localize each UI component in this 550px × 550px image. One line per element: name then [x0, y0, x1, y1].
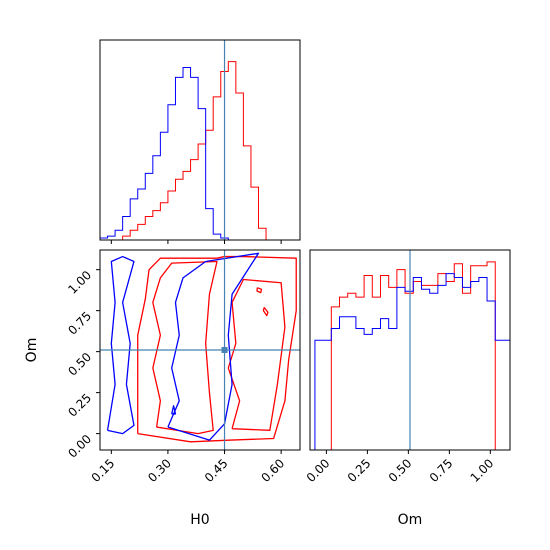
om-hist-frame: [309, 249, 511, 451]
y-axis-label-om: Om: [24, 338, 40, 363]
contour-series_b-2: [171, 405, 177, 415]
x-axis-label-h0: H0: [190, 512, 209, 528]
om-xtick-label-3: 0.75: [427, 456, 456, 485]
contour-series_a-4: [262, 306, 269, 317]
om-xtick-label-0: 0.00: [304, 456, 333, 485]
om-xtick-label-4: 1.00: [468, 456, 497, 485]
contour-truth-marker: [221, 347, 228, 353]
contour-ytick-label-1: 0.25: [65, 391, 94, 420]
contour-xtick-label-1: 0.30: [145, 456, 174, 485]
contour-xtick-label-3: 0.60: [258, 456, 287, 485]
om-xtick-label-1: 0.25: [345, 456, 374, 485]
contour-ytick-label-4: 1.00: [65, 268, 94, 297]
om-hist-series-b: [314, 273, 510, 450]
contour-xtick-label-0: 0.15: [89, 456, 118, 485]
contour-frame: [99, 249, 301, 451]
h0-hist-series-a: [100, 61, 267, 240]
h0-hist-series-b: [100, 67, 267, 240]
h0-om-contour-panel: 0.15 0.30 0.45 0.60 0.00 0.25 0.50 0.75 1.00: [65, 249, 301, 485]
contour-series_b-1: [167, 252, 260, 441]
h0-hist-frame: [99, 39, 301, 241]
contour-series_a-1: [152, 260, 218, 435]
h0-histogram-panel: [99, 39, 301, 244]
x-axis-label-om: Om: [398, 512, 423, 528]
contour-series_b-0: [106, 255, 135, 435]
contour-ytick-label-3: 0.75: [65, 309, 94, 338]
contour-ytick-label-2: 0.50: [65, 350, 94, 379]
om-hist-series-a: [314, 261, 504, 450]
om-histogram-panel: 0.00 0.25 0.50 0.75 1.00: [304, 249, 511, 485]
contour-ytick-label-0: 0.00: [65, 432, 94, 461]
om-xtick-label-2: 0.50: [386, 456, 415, 485]
contour-series_a-2: [227, 278, 286, 431]
contour-series_a-3: [256, 287, 263, 294]
contour-xtick-label-2: 0.45: [202, 456, 231, 485]
